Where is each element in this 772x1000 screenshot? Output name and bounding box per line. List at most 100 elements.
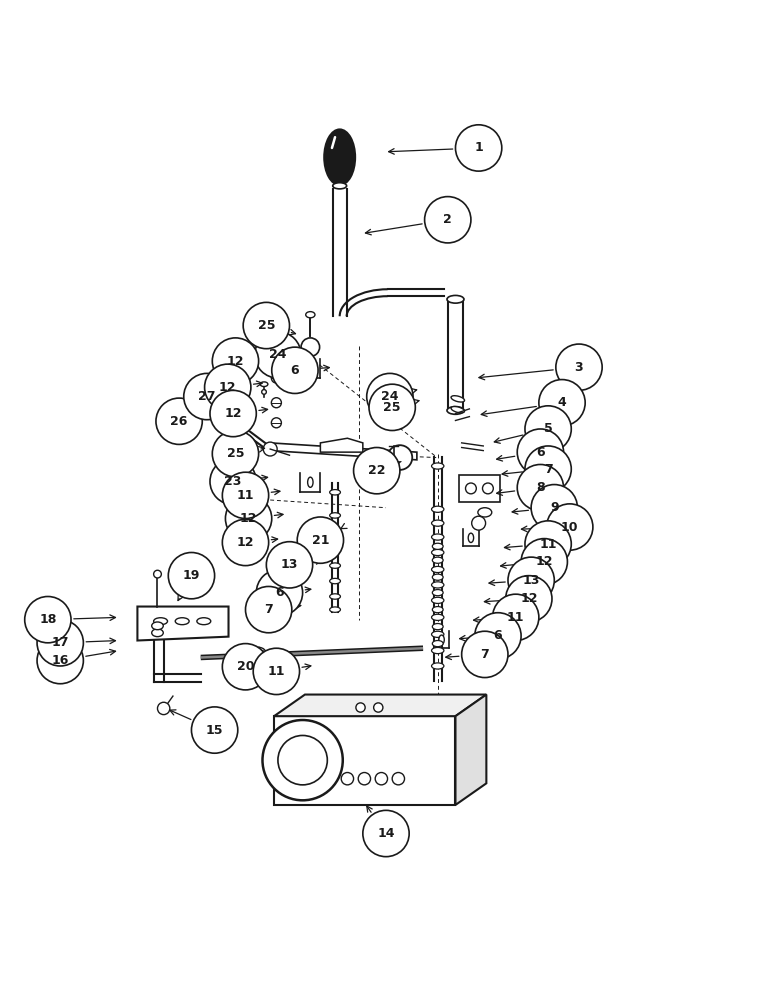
Ellipse shape (271, 373, 281, 383)
Text: 6: 6 (275, 586, 284, 599)
Circle shape (252, 647, 266, 661)
Ellipse shape (307, 364, 313, 374)
Ellipse shape (447, 407, 464, 414)
Text: 9: 9 (550, 501, 559, 514)
Circle shape (493, 594, 539, 641)
Text: 12: 12 (227, 355, 244, 368)
Ellipse shape (330, 528, 340, 534)
Text: 22: 22 (368, 464, 385, 477)
Text: 10: 10 (561, 521, 578, 534)
Ellipse shape (271, 418, 281, 428)
Circle shape (210, 390, 256, 437)
Text: 26: 26 (171, 415, 188, 428)
Ellipse shape (330, 607, 340, 612)
Circle shape (301, 338, 320, 356)
Ellipse shape (432, 597, 444, 603)
Text: 13: 13 (281, 558, 298, 571)
Circle shape (262, 720, 343, 800)
Circle shape (354, 448, 400, 494)
Circle shape (388, 445, 412, 470)
Circle shape (356, 703, 365, 712)
Circle shape (341, 773, 354, 785)
Text: 17: 17 (52, 636, 69, 649)
Ellipse shape (271, 347, 281, 357)
Ellipse shape (330, 513, 340, 518)
Circle shape (245, 586, 292, 633)
Text: 13: 13 (523, 574, 540, 587)
Ellipse shape (197, 618, 211, 625)
Text: 16: 16 (52, 654, 69, 667)
Circle shape (462, 631, 508, 678)
Circle shape (392, 773, 405, 785)
Ellipse shape (181, 405, 195, 414)
Ellipse shape (307, 477, 313, 487)
Circle shape (374, 703, 383, 712)
Circle shape (222, 644, 269, 690)
Text: 11: 11 (268, 665, 285, 678)
Ellipse shape (432, 614, 444, 620)
Text: 4: 4 (557, 396, 567, 409)
Circle shape (482, 483, 493, 494)
Text: 27: 27 (198, 390, 215, 403)
Text: 1: 1 (474, 141, 483, 154)
Ellipse shape (432, 590, 443, 596)
Text: 21: 21 (312, 534, 329, 547)
Circle shape (25, 596, 71, 643)
Ellipse shape (154, 570, 161, 578)
Text: 6: 6 (493, 629, 503, 642)
Text: 3: 3 (574, 361, 584, 374)
Circle shape (539, 380, 585, 426)
Circle shape (255, 332, 301, 378)
Text: 12: 12 (520, 592, 537, 605)
Polygon shape (274, 695, 486, 716)
Circle shape (212, 431, 259, 477)
Text: 12: 12 (240, 512, 257, 525)
Circle shape (266, 542, 313, 588)
Ellipse shape (330, 490, 340, 495)
Polygon shape (137, 607, 229, 641)
Ellipse shape (330, 594, 340, 599)
Circle shape (358, 773, 371, 785)
Circle shape (517, 464, 564, 511)
Circle shape (37, 637, 83, 684)
Text: 25: 25 (227, 447, 244, 460)
Ellipse shape (432, 506, 444, 512)
Circle shape (253, 648, 300, 695)
Ellipse shape (330, 563, 340, 568)
Circle shape (222, 519, 269, 566)
Text: 12: 12 (225, 407, 242, 420)
Text: 15: 15 (206, 724, 223, 737)
Text: 11: 11 (237, 489, 254, 502)
Circle shape (212, 338, 259, 384)
Ellipse shape (260, 382, 268, 387)
Ellipse shape (432, 520, 444, 526)
Ellipse shape (432, 631, 444, 637)
Text: 20: 20 (237, 660, 254, 673)
Circle shape (191, 707, 238, 753)
Ellipse shape (330, 545, 340, 551)
Ellipse shape (447, 295, 464, 303)
Text: 6: 6 (290, 364, 300, 377)
Circle shape (184, 373, 230, 420)
Ellipse shape (432, 566, 444, 573)
Ellipse shape (432, 463, 444, 469)
Circle shape (455, 125, 502, 171)
Circle shape (472, 516, 486, 530)
Circle shape (369, 384, 415, 431)
Ellipse shape (478, 508, 492, 517)
Text: 24: 24 (381, 390, 398, 403)
Circle shape (37, 620, 83, 666)
Ellipse shape (438, 635, 444, 644)
Ellipse shape (432, 641, 443, 647)
Text: 7: 7 (480, 648, 489, 661)
Circle shape (272, 347, 318, 393)
Ellipse shape (432, 549, 444, 556)
Circle shape (525, 446, 571, 492)
Circle shape (508, 557, 554, 603)
Text: 11: 11 (540, 538, 557, 551)
Polygon shape (274, 716, 455, 805)
Text: 12: 12 (237, 536, 254, 549)
Ellipse shape (432, 574, 443, 580)
Circle shape (525, 521, 571, 567)
Polygon shape (455, 695, 486, 805)
